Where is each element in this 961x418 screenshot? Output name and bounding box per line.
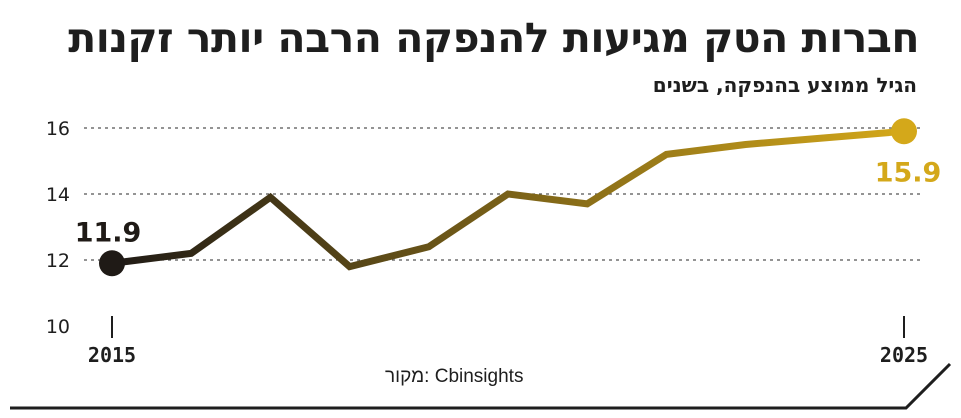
y-tick-label: 16 [46, 118, 70, 140]
source-note: מקור: Cbinsights [385, 366, 524, 387]
series-layer [111, 127, 905, 271]
frame-corner [10, 362, 952, 410]
series-line [111, 127, 905, 271]
y-tick-label: 14 [46, 184, 70, 206]
data-point [99, 250, 125, 277]
x-axis-ticks: 2015 2025 [88, 316, 928, 367]
y-tick-label: 10 [46, 316, 70, 338]
data-point [891, 118, 917, 145]
chart-title: חברות הטק מגיעות להנפקה הרבה יותר זקנות [68, 14, 919, 62]
x-tick-label: 2015 [88, 343, 136, 367]
y-tick-label: 12 [46, 250, 70, 272]
chart-subtitle: הגיל ממוצע בהנפקה, בשנים [652, 73, 917, 97]
data-label: 15.9 [875, 157, 942, 188]
annotations: 11.9 15.9 [75, 118, 942, 277]
y-axis-ticks: 10 12 14 16 [46, 118, 70, 338]
x-tick-label: 2025 [880, 343, 928, 367]
data-label: 11.9 [75, 217, 142, 248]
